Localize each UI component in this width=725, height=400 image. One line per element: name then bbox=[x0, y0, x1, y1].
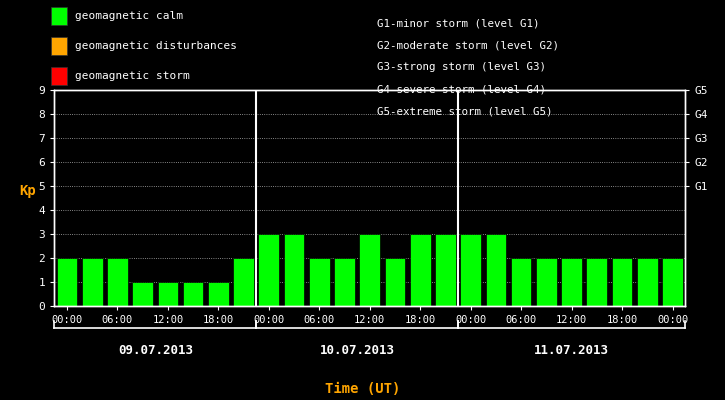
Bar bbox=[637, 258, 658, 306]
Bar bbox=[259, 234, 279, 306]
Bar bbox=[536, 258, 557, 306]
Bar bbox=[587, 258, 607, 306]
Bar bbox=[612, 258, 632, 306]
Bar bbox=[360, 234, 380, 306]
Bar bbox=[334, 258, 355, 306]
Bar bbox=[82, 258, 102, 306]
Bar bbox=[107, 258, 128, 306]
Text: G2-moderate storm (level G2): G2-moderate storm (level G2) bbox=[377, 40, 559, 50]
Text: G1-minor storm (level G1): G1-minor storm (level G1) bbox=[377, 18, 539, 28]
Y-axis label: Kp: Kp bbox=[19, 184, 36, 198]
Bar bbox=[157, 282, 178, 306]
Text: G3-strong storm (level G3): G3-strong storm (level G3) bbox=[377, 62, 546, 72]
Bar bbox=[486, 234, 506, 306]
Bar bbox=[233, 258, 254, 306]
Bar bbox=[561, 258, 582, 306]
Bar bbox=[435, 234, 456, 306]
Bar bbox=[460, 234, 481, 306]
Bar bbox=[385, 258, 405, 306]
Bar bbox=[208, 282, 228, 306]
Text: 09.07.2013: 09.07.2013 bbox=[117, 344, 193, 357]
Text: Time (UT): Time (UT) bbox=[325, 382, 400, 396]
Text: 11.07.2013: 11.07.2013 bbox=[534, 344, 609, 357]
Bar bbox=[133, 282, 153, 306]
Bar bbox=[309, 258, 330, 306]
Bar bbox=[662, 258, 683, 306]
Text: G5-extreme storm (level G5): G5-extreme storm (level G5) bbox=[377, 106, 552, 116]
Bar bbox=[57, 258, 78, 306]
Bar bbox=[283, 234, 304, 306]
Text: geomagnetic disturbances: geomagnetic disturbances bbox=[75, 41, 237, 51]
Text: geomagnetic storm: geomagnetic storm bbox=[75, 70, 190, 81]
Text: 10.07.2013: 10.07.2013 bbox=[320, 344, 394, 357]
Bar bbox=[410, 234, 431, 306]
Text: geomagnetic calm: geomagnetic calm bbox=[75, 11, 183, 20]
Bar bbox=[511, 258, 531, 306]
Bar bbox=[183, 282, 204, 306]
Text: G4-severe storm (level G4): G4-severe storm (level G4) bbox=[377, 84, 546, 94]
